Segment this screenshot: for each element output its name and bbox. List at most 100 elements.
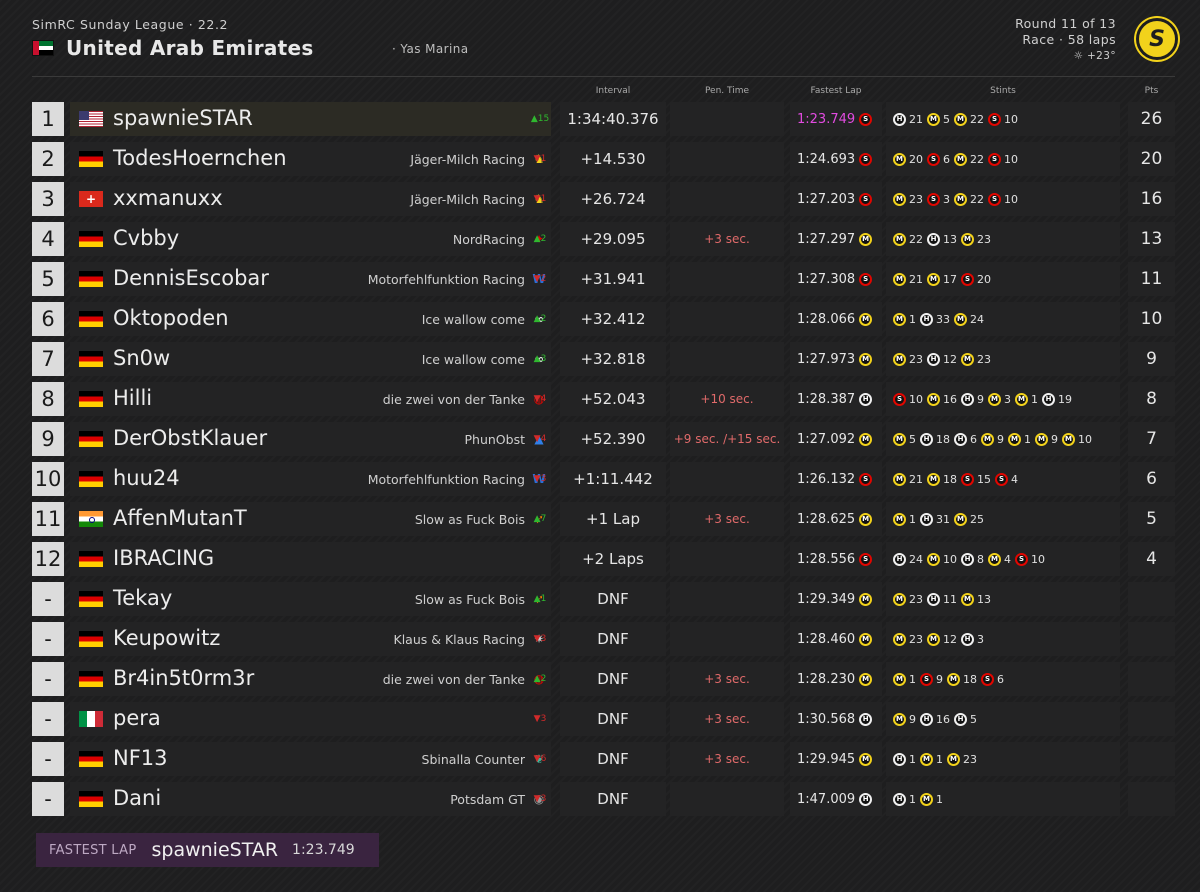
interval-value: +1 Lap	[560, 502, 666, 536]
ferrari-logo-icon: ♞	[533, 152, 545, 166]
driver-cell: Cvbby NordRacing ✦	[70, 222, 551, 256]
interval-value: +29.095	[560, 222, 666, 256]
fastest-lap-cell: 1:29.349 M	[790, 582, 882, 616]
table-row[interactable]: - pera ▼3 DNF +3 sec. 1:30.568 H M 9 H 16 H 5	[32, 702, 1175, 736]
table-row[interactable]: 9 DerObstKlauer PhunObst ▲ ▼4 +52.390 +9 sec. …	[32, 422, 1175, 456]
team-name: Klaus & Klaus Racing	[393, 632, 525, 647]
tyre-m-icon: M	[893, 192, 906, 206]
table-row[interactable]: - Br4in5t0rm3r die zwei von der Tanke ◍ ▲2 DN…	[32, 662, 1175, 696]
table-row[interactable]: 4 Cvbby NordRacing ✦ ▲2 +29.095 +3 sec. 1:27.29…	[32, 222, 1175, 256]
fastest-lap-time: 1:47.009	[797, 791, 856, 807]
stint: S 15	[961, 472, 991, 486]
stint-laps: 12	[943, 632, 957, 646]
table-row[interactable]: 1 spawnieSTAR ▲15 1:34:40.376 1:23.749 S H 21 M 5…	[32, 102, 1175, 136]
stint-laps: 5	[909, 432, 916, 446]
tyre-s-icon: S	[1015, 552, 1028, 566]
table-row[interactable]: 3 + xxmanuxx Jäger-Milch Racing ♞ ▼1 +26.724 1:…	[32, 182, 1175, 216]
table-row[interactable]: - NF13 Sbinalla Counter ❦ ▼6 DNF +3 sec. 1:29.9…	[32, 742, 1175, 776]
tyre-m-icon: M	[927, 272, 940, 286]
table-row[interactable]: - Dani Potsdam GT ◉ ▼3 DNF 1:47.009 H H 1 M 1	[32, 782, 1175, 816]
table-row[interactable]: 5 DennisEscobar Motorfehlfunktion Racing W ▼…	[32, 262, 1175, 296]
tyre-m-icon: M	[927, 632, 940, 646]
team-name: Slow as Fuck Bois	[414, 592, 525, 607]
tyre-m-icon: M	[954, 312, 967, 326]
table-row[interactable]: 11 AffenMutanT Slow as Fuck Bois ➶ ▲7 +1 Lap +…	[32, 502, 1175, 536]
points-value: 7	[1128, 422, 1175, 456]
tyre-h-icon: H	[920, 512, 933, 526]
weather-label: ☼ +23°	[1073, 50, 1116, 62]
driver-name: Dani	[113, 786, 162, 810]
fastest-lap-time: 1:28.066	[797, 311, 856, 327]
position-badge: 2	[32, 142, 64, 176]
penalty-value	[670, 582, 784, 616]
penalty-value: +3 sec.	[670, 502, 784, 536]
stint: H 18	[920, 432, 950, 446]
stint: H 11	[927, 592, 957, 606]
tyre-h-icon: H	[859, 392, 873, 406]
driver-name: DennisEscobar	[113, 266, 269, 290]
stint-laps: 1	[909, 312, 916, 326]
tyre-m-icon: M	[961, 232, 974, 246]
table-row[interactable]: 7 Sn0w Ice wallow come ∞ ▲3 +32.818 1:27.973 M M…	[32, 342, 1175, 376]
position-badge: -	[32, 742, 64, 776]
stint-laps: 1	[909, 792, 916, 806]
interval-value: 1:34:40.376	[560, 102, 666, 136]
flag-de-icon	[79, 271, 103, 287]
stint: M 23	[893, 192, 923, 206]
driver-cell: + xxmanuxx Jäger-Milch Racing ♞	[70, 182, 551, 216]
stints-cell: M 23 S 3 M 22 S 10	[886, 182, 1120, 216]
table-row[interactable]: - Keupowitz Klaus & Klaus Racing ✷ ▼3 DNF 1:28…	[32, 622, 1175, 656]
stints-cell: M 9 H 16 H 5	[886, 702, 1120, 736]
stint: S 10	[988, 192, 1018, 206]
team-name: Ice wallow come	[421, 352, 525, 367]
stint-laps: 4	[1011, 472, 1018, 486]
fastest-lap-time: 1:24.693	[797, 151, 856, 167]
fastest-lap-cell: 1:27.973 M	[790, 342, 882, 376]
flag-de-icon	[79, 431, 103, 447]
driver-name: IBRACING	[113, 546, 215, 570]
position-change: ▲3	[533, 354, 547, 364]
stint: M 21	[893, 472, 923, 486]
stint-laps: 9	[997, 432, 1004, 446]
driver-cell: Keupowitz Klaus & Klaus Racing ✷	[70, 622, 551, 656]
table-row[interactable]: 2 TodesHoernchen Jäger-Milch Racing ♞ ▼1 +14.…	[32, 142, 1175, 176]
table-row[interactable]: 10 huu24 Motorfehlfunktion Racing W ▼3 +1:11.…	[32, 462, 1175, 496]
stint-laps: 10	[1078, 432, 1092, 446]
driver-name: Cvbby	[113, 226, 180, 250]
tyre-h-icon: H	[954, 432, 967, 446]
driver-name: xxmanuxx	[113, 186, 223, 210]
table-row[interactable]: - Tekay Slow as Fuck Bois ➶ ▲1 DNF 1:29.349 M M 2…	[32, 582, 1175, 616]
stint-laps: 18	[936, 432, 950, 446]
points-value: 26	[1128, 102, 1175, 136]
table-row[interactable]: 6 Oktopoden Ice wallow come ∞ ▲2 +32.412 1:28.…	[32, 302, 1175, 336]
stints-cell: M 23 H 12 M 23	[886, 342, 1120, 376]
fastest-lap-time: 1:27.308	[797, 271, 856, 287]
penalty-value: +3 sec.	[670, 702, 784, 736]
points-value: 6	[1128, 462, 1175, 496]
table-row[interactable]: 8 Hilli die zwei von der Tanke ◍ ▼4 +52.043 +1…	[32, 382, 1175, 416]
stint-laps: 21	[909, 472, 923, 486]
position-change: ▲15	[530, 114, 550, 124]
fastest-lap-cell: 1:28.230 M	[790, 662, 882, 696]
fastest-lap-cell: 1:28.387 H	[790, 382, 882, 416]
penalty-value	[670, 142, 784, 176]
penalty-value	[670, 782, 784, 816]
points-value	[1128, 622, 1175, 656]
position-badge: -	[32, 582, 64, 616]
position-change: ▲1	[533, 594, 547, 604]
interval-value: +32.818	[560, 342, 666, 376]
stint-laps: 25	[970, 512, 984, 526]
tyre-h-icon: H	[961, 552, 974, 566]
table-row[interactable]: 12 IBRACING +2 Laps 1:28.556 S H 24 M 10 H 8 M 4 S 10 4	[32, 542, 1175, 576]
stint: M 10	[927, 552, 957, 566]
stint-laps: 13	[943, 232, 957, 246]
team-name: Motorfehlfunktion Racing	[367, 272, 525, 287]
tyre-s-icon: S	[859, 472, 873, 486]
stint: M 24	[954, 312, 984, 326]
